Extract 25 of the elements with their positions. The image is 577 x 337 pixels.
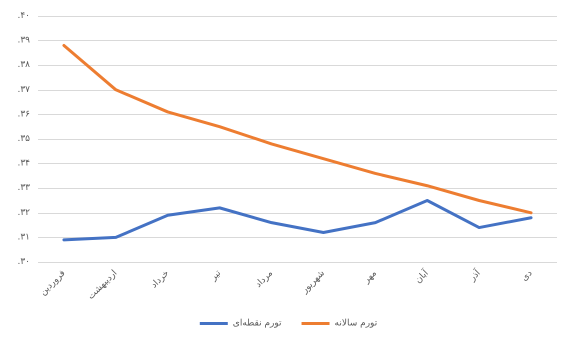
line-series [62, 199, 533, 242]
legend-label: تورم سالانه [334, 318, 378, 328]
x-tick-label: دی [520, 268, 535, 284]
x-tick-label: تیر [208, 268, 224, 284]
x-tick-label: فروردین [38, 268, 68, 298]
x-tick-label: شهریور [299, 268, 327, 296]
y-tick-label: .۳۰ [17, 257, 30, 267]
y-tick-label: .۳۲ [17, 208, 30, 218]
line-series [62, 44, 533, 214]
y-tick-label: .۳۷ [17, 84, 30, 95]
y-tick-label: .۳۱ [17, 232, 30, 242]
x-tick-label: مهر [361, 268, 380, 286]
y-tick-label: .۳۹ [17, 36, 30, 46]
y-tick-label: .۴۰ [17, 11, 30, 21]
x-tick-label: اردیبهشت [86, 268, 120, 302]
y-tick-label: .۳۶ [17, 109, 30, 120]
x-tick-label: خرداد [149, 268, 172, 290]
x-tick-label: آبان [412, 266, 432, 286]
x-tick-label: آذر [466, 266, 484, 284]
x-tick-label: مرداد [254, 268, 276, 290]
y-tick-label: .۳۴ [17, 158, 30, 169]
legend-label: تورم نقطه‌ای [232, 318, 282, 328]
y-tick-label: .۳۸ [17, 60, 30, 70]
y-tick-label: .۳۵ [17, 134, 30, 144]
y-tick-label: .۳۳ [17, 183, 30, 194]
